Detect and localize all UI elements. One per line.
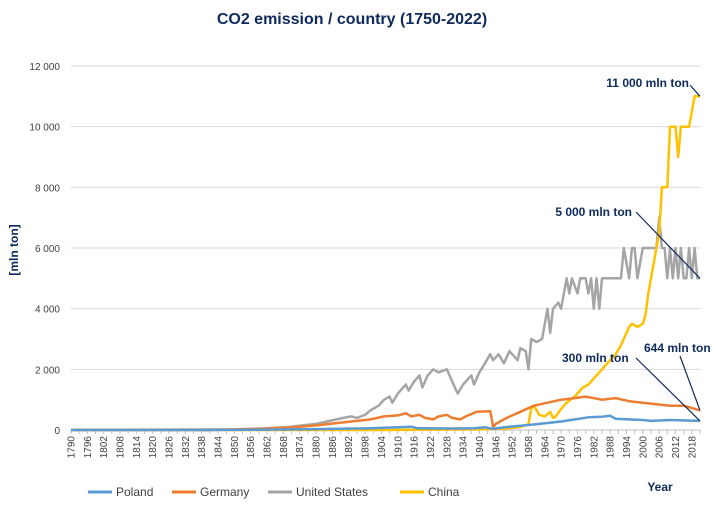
x-tick-label: 1952 bbox=[508, 436, 519, 459]
x-tick-label: 1988 bbox=[606, 436, 617, 459]
legend-label: Germany bbox=[200, 485, 249, 499]
series-line-china bbox=[71, 95, 700, 432]
y-axis-ticks: 0 2 000 4 000 6 000 8 000 10 000 12 000 bbox=[29, 62, 60, 437]
x-tick-label: 2006 bbox=[655, 436, 666, 459]
annotation-label: 644 mln ton bbox=[644, 341, 711, 355]
x-tick-label: 1922 bbox=[426, 436, 437, 459]
legend-label: China bbox=[428, 485, 460, 499]
x-tick-label: 1874 bbox=[295, 436, 306, 459]
x-tick-label: 1856 bbox=[246, 436, 257, 459]
y-tick-label: 2 000 bbox=[35, 365, 60, 376]
annotation-label: 5 000 mln ton bbox=[555, 205, 632, 219]
x-tick-label: 1934 bbox=[459, 436, 470, 459]
x-tick-label: 1814 bbox=[132, 436, 143, 459]
x-tick-label: 2000 bbox=[638, 436, 649, 459]
x-tick-label: 1904 bbox=[377, 436, 388, 459]
y-axis-title: [mln ton] bbox=[7, 224, 21, 275]
x-tick-label: 1826 bbox=[165, 436, 176, 459]
y-tick-label: 6 000 bbox=[35, 244, 60, 255]
x-tick-label: 1832 bbox=[181, 436, 192, 459]
legend-label: Poland bbox=[116, 485, 153, 499]
annotation-leader bbox=[689, 84, 701, 97]
x-tick-label: 1844 bbox=[214, 436, 225, 459]
annotation-leader bbox=[635, 211, 701, 279]
x-tick-label: 1970 bbox=[557, 436, 568, 459]
x-tick-label: 1994 bbox=[622, 436, 633, 459]
gridlines bbox=[71, 65, 700, 370]
x-tick-label: 1796 bbox=[83, 436, 94, 459]
annotation-leader bbox=[635, 357, 701, 422]
x-tick-label: 1850 bbox=[230, 436, 241, 459]
y-tick-label: 12 000 bbox=[29, 62, 60, 73]
x-tick-label: 1868 bbox=[279, 436, 290, 459]
x-tick-label: 1898 bbox=[361, 436, 372, 459]
y-tick-label: 0 bbox=[54, 426, 60, 437]
y-tick-label: 8 000 bbox=[35, 183, 60, 194]
x-tick-label: 1916 bbox=[410, 436, 421, 459]
x-tick-label: 1982 bbox=[589, 436, 600, 459]
x-tick-label: 1880 bbox=[312, 436, 323, 459]
x-tick-label: 2018 bbox=[687, 436, 698, 459]
x-tick-label: 1976 bbox=[573, 436, 584, 459]
annotation-label: 11 000 mln ton bbox=[606, 76, 689, 90]
x-tick-label: 1862 bbox=[263, 436, 274, 459]
annotations: 11 000 mln ton 5 000 mln ton 300 mln ton 64… bbox=[555, 76, 711, 422]
legend-label: United States bbox=[296, 485, 368, 499]
x-tick-label: 1892 bbox=[344, 436, 355, 459]
annotation-label: 300 mln ton bbox=[562, 351, 629, 365]
annotation-leader bbox=[679, 355, 701, 411]
series-lines bbox=[70, 95, 701, 432]
chart-title: CO2 emission / country (1750-2022) bbox=[217, 11, 487, 28]
x-tick-label: 2012 bbox=[671, 436, 682, 459]
x-tick-label: 1820 bbox=[148, 436, 159, 459]
x-tick-label: 1886 bbox=[328, 436, 339, 459]
legend: Poland Germany United States China bbox=[88, 485, 460, 499]
x-axis-ticks: 1790 1796 1802 1808 1814 1820 1826 1832 1838 1844… bbox=[67, 430, 701, 458]
x-tick-label: 1946 bbox=[491, 436, 502, 459]
x-tick-label: 1964 bbox=[540, 436, 551, 459]
y-tick-label: 4 000 bbox=[35, 305, 60, 316]
x-tick-label: 1808 bbox=[116, 436, 127, 459]
x-tick-label: 1928 bbox=[442, 436, 453, 459]
x-axis-title: Year bbox=[647, 480, 673, 494]
series-line-germany bbox=[71, 395, 701, 432]
y-tick-label: 10 000 bbox=[29, 123, 60, 134]
x-tick-label: 1910 bbox=[393, 436, 404, 459]
x-tick-label: 1802 bbox=[99, 436, 110, 459]
x-tick-label: 1790 bbox=[67, 436, 78, 459]
x-tick-label: 1940 bbox=[475, 436, 486, 459]
x-tick-label: 1838 bbox=[197, 436, 208, 459]
x-tick-label: 1958 bbox=[524, 436, 535, 459]
series-line-poland bbox=[71, 414, 701, 432]
